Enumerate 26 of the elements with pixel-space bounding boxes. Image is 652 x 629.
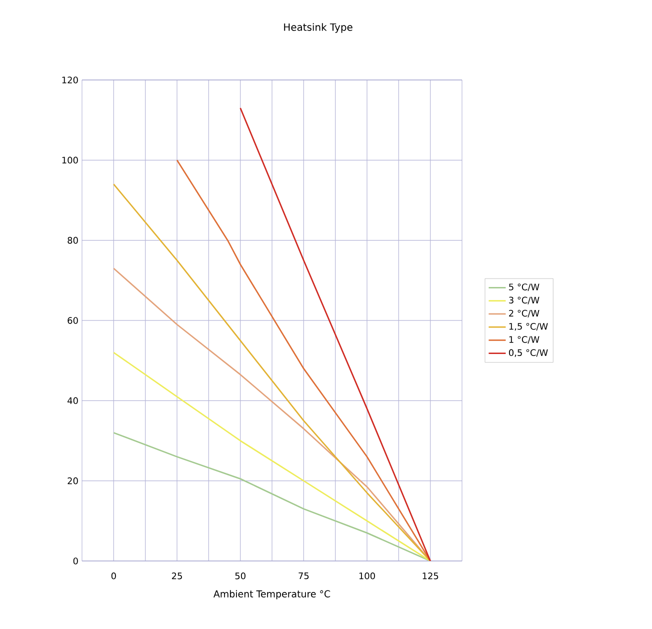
line-series xyxy=(240,107,432,561)
y-tick-label: 20 xyxy=(68,477,78,484)
legend-label: 2 °C/W xyxy=(509,310,540,318)
chart-title: Heatsink Type xyxy=(284,23,352,33)
x-axis-title: Ambient Temperature °C xyxy=(214,590,330,600)
line-series xyxy=(112,184,432,561)
y-tick-label: 40 xyxy=(68,397,78,404)
line-series xyxy=(112,432,432,561)
x-tick-label: 25 xyxy=(172,572,182,580)
legend-label: 1,5 °C/W xyxy=(509,322,548,331)
x-tick-label: 75 xyxy=(298,572,309,580)
line-series xyxy=(112,352,432,561)
y-tick-label: 120 xyxy=(62,76,78,84)
line-series xyxy=(176,159,432,561)
y-tick-label: 60 xyxy=(68,317,78,324)
x-tick-label: 0 xyxy=(111,572,116,580)
legend-label: 5 °C/W xyxy=(509,284,540,292)
x-tick-label: 50 xyxy=(235,572,246,580)
y-tick-label: 0 xyxy=(73,558,78,564)
y-tick-label: 80 xyxy=(68,236,78,244)
x-tick-label: 125 xyxy=(422,572,438,580)
y-tick-label: 100 xyxy=(62,156,78,164)
legend-label: 3 °C/W xyxy=(509,296,540,304)
x-tick-label: 100 xyxy=(359,572,375,580)
legend-label: 0,5 °C/W xyxy=(508,349,548,357)
legend-label: 1 °C/W xyxy=(509,336,540,344)
